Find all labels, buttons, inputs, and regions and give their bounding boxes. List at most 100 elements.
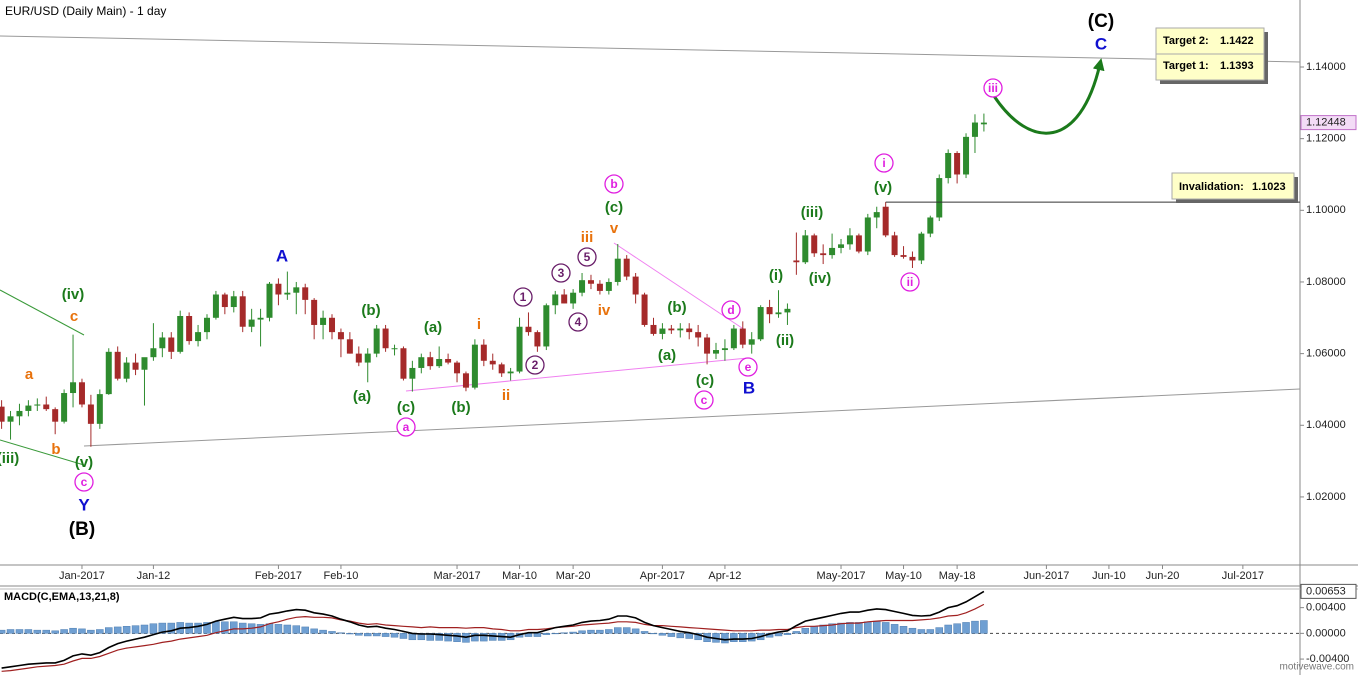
candle-body: [784, 308, 791, 313]
wave-label: 3: [558, 266, 565, 280]
wave-circle: [694, 390, 714, 410]
candle-body: [820, 253, 827, 256]
wave-circle: [525, 355, 545, 375]
candle-body: [730, 328, 737, 349]
candle-body: [954, 152, 961, 175]
wave-circle: [983, 78, 1003, 98]
candle-body: [721, 348, 728, 351]
histogram-bar: [346, 633, 354, 635]
histogram-bar: [158, 622, 167, 634]
candle-body: [873, 212, 880, 218]
last-price-box: [1300, 115, 1357, 131]
candle-body: [105, 351, 112, 395]
candle-body: [337, 332, 344, 340]
last-price-label: 1.12448: [1306, 117, 1346, 129]
histogram-bar: [480, 633, 488, 642]
candle-body: [587, 280, 594, 284]
wave-label: d: [727, 303, 734, 317]
histogram-bar: [390, 633, 399, 638]
histogram-bar: [274, 624, 283, 634]
candle-body: [909, 256, 916, 261]
histogram-bar: [140, 624, 149, 634]
candle-body: [454, 362, 461, 374]
histogram-bar: [622, 627, 631, 634]
wave-label: c: [70, 308, 78, 325]
candle-body: [400, 348, 407, 379]
invalidation-label: Invalidation:: [1179, 181, 1244, 193]
candle-body: [96, 394, 103, 424]
target-value: 1.1422: [1220, 35, 1254, 47]
candle-body: [739, 328, 746, 345]
wedge-line: [0, 289, 85, 336]
wave-circle: [738, 357, 758, 377]
macd-line: [1, 590, 985, 669]
wave-label: (iii): [0, 450, 19, 467]
candle-body: [159, 337, 166, 349]
x-tick-label: May-18: [939, 570, 976, 582]
histogram-bar: [435, 633, 443, 641]
x-tick-label: Jan-12: [137, 570, 171, 582]
target-value: 1.1393: [1220, 60, 1254, 72]
candle-body: [257, 317, 264, 320]
candle-body: [329, 317, 336, 333]
wave-circle: [513, 287, 533, 307]
wave-label: ii: [907, 275, 914, 289]
wave-label: (v): [75, 454, 93, 471]
candle-body: [373, 328, 380, 354]
histogram-bar: [533, 633, 542, 637]
histogram-bar: [131, 625, 140, 634]
wave-label: (b): [451, 399, 470, 416]
x-tick-label: Mar-20: [556, 570, 591, 582]
candle-body: [212, 294, 219, 318]
x-tick-label: Apr-2017: [640, 570, 685, 582]
candle-body: [427, 357, 434, 367]
wave-circle: [568, 312, 588, 332]
candle-body: [552, 294, 559, 306]
candle-body: [891, 235, 898, 256]
wave-label: b: [610, 177, 617, 191]
histogram-bar: [640, 631, 649, 634]
candle-body: [132, 362, 139, 370]
indicator-title: MACD(C,EMA,13,21,8): [4, 591, 120, 603]
candle-body: [802, 235, 809, 263]
wave-label: (a): [353, 388, 371, 405]
histogram-bar: [846, 622, 854, 634]
candle-body: [668, 328, 675, 331]
histogram-bar: [899, 626, 908, 634]
candle-body: [43, 404, 50, 410]
y-tick-label: 1.14000: [1306, 61, 1346, 73]
wave-label: c: [701, 393, 708, 407]
histogram-bar: [828, 623, 836, 634]
candle-body: [230, 296, 237, 308]
histogram-bar: [203, 622, 211, 634]
invalidation-box: [1171, 172, 1295, 200]
candle-body: [980, 122, 987, 125]
histogram-bar: [855, 622, 863, 634]
x-tick-label: Jun-2017: [1023, 570, 1069, 582]
candle-body: [150, 348, 157, 358]
candle-body: [293, 287, 300, 293]
histogram-bar: [471, 633, 479, 642]
candle-body: [16, 410, 23, 417]
histogram-bar: [872, 620, 881, 634]
x-tick-label: Feb-10: [324, 570, 359, 582]
candle-body: [945, 152, 952, 179]
wave-label: (a): [424, 319, 442, 336]
histogram-bar: [944, 624, 952, 634]
x-tick-label: Jun-10: [1092, 570, 1126, 582]
histogram-bar: [113, 626, 122, 634]
candle-body: [284, 292, 291, 295]
invalidation-value: 1.1023: [1252, 181, 1286, 193]
y-tick-label: -0.00400: [1306, 653, 1349, 665]
histogram-bar: [363, 633, 372, 637]
candle-body: [579, 280, 586, 293]
histogram-bar: [721, 633, 729, 644]
candle-body: [141, 357, 148, 370]
histogram-bar: [355, 633, 363, 636]
candle-body: [534, 332, 541, 347]
wedge-line: [0, 439, 85, 466]
candle-body: [87, 404, 94, 424]
x-tick-label: Jun-20: [1146, 570, 1180, 582]
